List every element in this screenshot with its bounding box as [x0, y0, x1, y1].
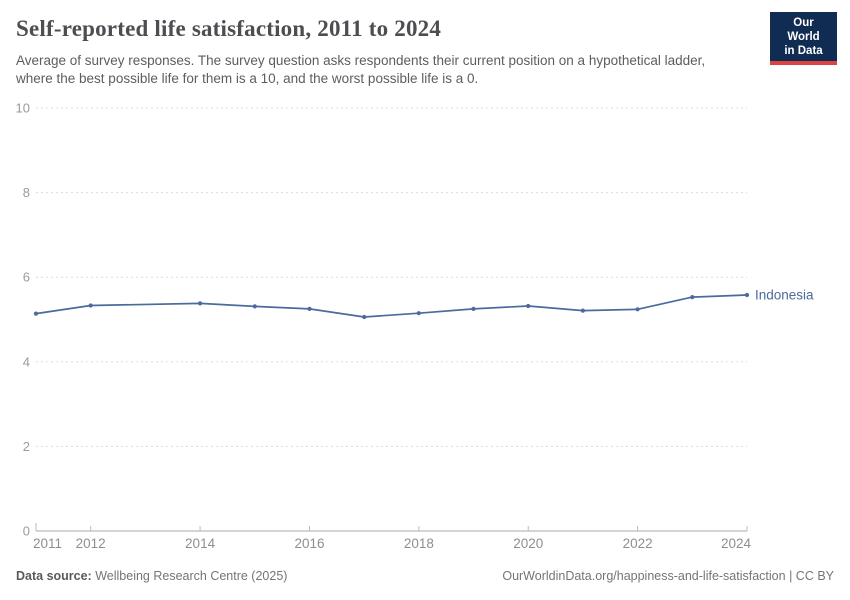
y-tick-label: 2 — [23, 439, 30, 454]
owid-logo-line2: in Data — [784, 45, 823, 58]
data-point[interactable] — [88, 303, 93, 308]
data-point[interactable] — [690, 295, 695, 300]
data-source-label: Data source: — [16, 569, 92, 583]
owid-logo-line1: Our World — [787, 17, 820, 44]
data-point[interactable] — [252, 304, 257, 309]
footer-separator: | — [785, 569, 796, 583]
x-tick-label: 2016 — [294, 536, 324, 551]
series-label: Indonesia — [755, 287, 814, 302]
y-tick-label: 8 — [23, 185, 30, 200]
x-tick-label: 2011 — [33, 536, 62, 551]
y-tick-label: 0 — [23, 524, 30, 539]
data-line[interactable] — [35, 294, 748, 318]
footer-link[interactable]: OurWorldinData.org/happiness-and-life-sa… — [502, 569, 786, 583]
x-tick-label: 2018 — [404, 536, 434, 551]
data-point[interactable] — [307, 306, 312, 311]
x-tick-label: 2022 — [623, 536, 653, 551]
chart-subtitle: Average of survey responses. The survey … — [16, 53, 706, 86]
data-source: Data source: Wellbeing Research Centre (… — [16, 569, 287, 583]
x-tick-label: 2014 — [185, 536, 216, 551]
data-source-value: Wellbeing Research Centre (2025) — [91, 569, 288, 583]
y-tick-label: 10 — [16, 101, 30, 116]
page-title: Self-reported life satisfaction, 2011 to… — [16, 16, 442, 41]
data-point[interactable] — [744, 292, 750, 298]
data-point[interactable] — [362, 314, 367, 320]
chart-footer: Data source: Wellbeing Research Centre (… — [16, 569, 834, 583]
x-tick-label: 2024 — [721, 536, 752, 551]
x-tick-label: 2020 — [513, 536, 543, 551]
data-point[interactable] — [471, 306, 476, 311]
data-point[interactable] — [416, 311, 421, 316]
data-point[interactable] — [635, 307, 640, 312]
footer-credits: OurWorldinData.org/happiness-and-life-sa… — [502, 569, 834, 583]
y-tick-label: 6 — [23, 270, 30, 285]
data-point[interactable] — [526, 303, 531, 309]
x-tick-label: 2012 — [76, 536, 106, 551]
y-tick-label: 4 — [23, 354, 30, 369]
data-point[interactable] — [198, 301, 203, 306]
owid-logo[interactable]: Our World in Data — [770, 12, 837, 66]
data-point[interactable] — [33, 311, 39, 316]
footer-license: CC BY — [795, 569, 834, 583]
data-point[interactable] — [580, 308, 586, 313]
